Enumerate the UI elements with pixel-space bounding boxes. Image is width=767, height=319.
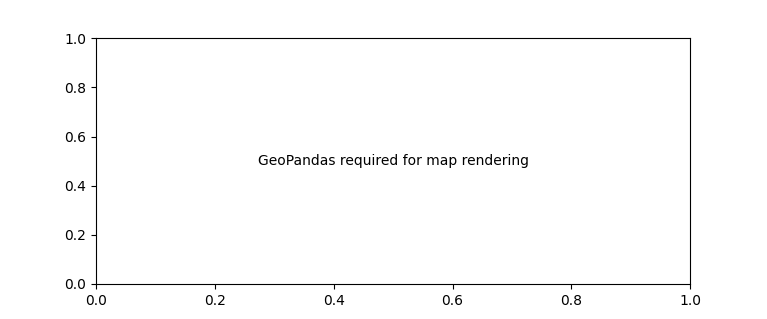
Text: GeoPandas required for map rendering: GeoPandas required for map rendering [258, 154, 528, 168]
